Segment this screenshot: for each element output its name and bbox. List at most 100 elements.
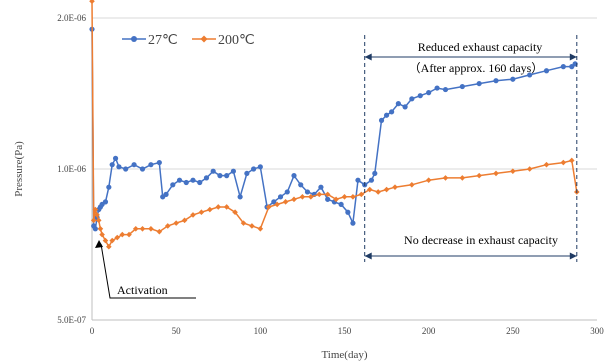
data-point <box>244 170 250 177</box>
data-point <box>318 184 324 190</box>
data-point <box>114 234 121 241</box>
data-point <box>560 64 566 70</box>
data-point <box>249 223 255 229</box>
y-tick-label: 5.0E-07 <box>57 315 86 325</box>
annotation-no-decrease: No decrease in exhaust capacity <box>404 233 558 247</box>
data-point <box>240 220 247 226</box>
data-point <box>139 166 146 172</box>
x-axis-label: Time(day) <box>321 349 367 361</box>
data-point <box>493 170 499 177</box>
data-point <box>92 226 98 232</box>
data-point <box>257 225 264 232</box>
data-point <box>476 80 482 87</box>
data-point <box>170 182 176 188</box>
data-point <box>442 175 449 181</box>
data-point <box>232 209 238 216</box>
data-point <box>459 175 466 181</box>
data-point <box>106 243 112 250</box>
data-point <box>375 189 381 195</box>
annotation-reduced-title: Reduced exhaust capacity <box>418 40 543 54</box>
data-point <box>102 199 109 205</box>
data-point <box>126 231 132 238</box>
data-point <box>99 231 105 238</box>
series-line <box>91 29 576 232</box>
x-tick-label: 300 <box>590 326 604 336</box>
data-point <box>156 228 163 235</box>
data-point <box>271 199 277 205</box>
data-point <box>89 0 95 5</box>
data-point <box>366 186 373 193</box>
data-point <box>402 104 408 110</box>
data-point <box>203 175 210 181</box>
data-point <box>207 206 213 213</box>
y-tick-label: 2.0E-06 <box>57 13 86 23</box>
data-point <box>277 194 284 200</box>
x-tick-label: 150 <box>338 326 352 336</box>
data-point <box>325 196 331 202</box>
data-point <box>510 76 516 82</box>
data-point <box>217 173 223 179</box>
data-point <box>291 173 297 179</box>
data-point <box>358 191 365 198</box>
arrowhead <box>364 252 372 260</box>
x-tick-label: 100 <box>254 326 268 336</box>
data-point <box>350 194 356 200</box>
arrowhead <box>364 53 372 61</box>
data-point <box>183 179 189 186</box>
data-point <box>148 225 154 232</box>
data-point <box>198 209 205 216</box>
data-point <box>355 177 361 183</box>
annotation-activation: Activation <box>117 283 168 297</box>
data-point <box>333 196 339 203</box>
x-tick-label: 250 <box>506 326 520 336</box>
data-point <box>389 109 395 115</box>
data-point <box>338 201 344 208</box>
data-point <box>378 117 385 123</box>
data-point <box>568 157 575 164</box>
data-point <box>237 194 243 200</box>
data-point <box>109 162 115 168</box>
data-point <box>215 204 222 210</box>
data-point <box>560 159 567 166</box>
legend-marker-200c <box>200 35 208 43</box>
data-point <box>92 206 99 213</box>
data-point <box>392 184 398 190</box>
annotation-reduced-sub: （After approx. 160 days） <box>409 61 544 75</box>
annotations: Reduced exhaust capacity （After approx. … <box>95 35 578 299</box>
activation-leader <box>100 243 196 299</box>
activation-arrowhead <box>95 240 103 248</box>
data-point <box>251 166 257 172</box>
legend-label-200c: 200℃ <box>218 33 255 48</box>
data-point <box>345 209 351 215</box>
data-point <box>163 191 169 197</box>
data-point <box>417 93 423 99</box>
data-point <box>112 155 119 161</box>
arrowhead <box>569 53 577 61</box>
data-point <box>526 166 533 172</box>
data-point <box>176 177 183 183</box>
data-point <box>156 159 162 166</box>
data-series <box>89 0 580 250</box>
data-point <box>257 164 263 170</box>
data-point <box>383 112 390 118</box>
data-point <box>476 172 482 179</box>
data-point <box>190 177 196 183</box>
data-point <box>316 191 323 198</box>
data-point <box>102 237 109 244</box>
data-point <box>442 86 449 93</box>
legend: 27℃ 200℃ <box>122 33 255 48</box>
data-point <box>223 204 230 210</box>
x-tick-label: 50 <box>172 326 182 336</box>
data-point <box>308 194 314 200</box>
data-point <box>116 164 122 170</box>
data-point <box>132 225 139 232</box>
y-tick-label: 1.0E-06 <box>57 164 86 174</box>
x-tick-label: 200 <box>422 326 436 336</box>
data-point <box>284 189 290 195</box>
data-point <box>224 173 230 179</box>
legend-label-27c: 27℃ <box>148 33 178 48</box>
data-point <box>97 225 104 232</box>
data-point <box>543 161 550 168</box>
series-1 <box>89 0 580 250</box>
data-point <box>95 217 102 224</box>
